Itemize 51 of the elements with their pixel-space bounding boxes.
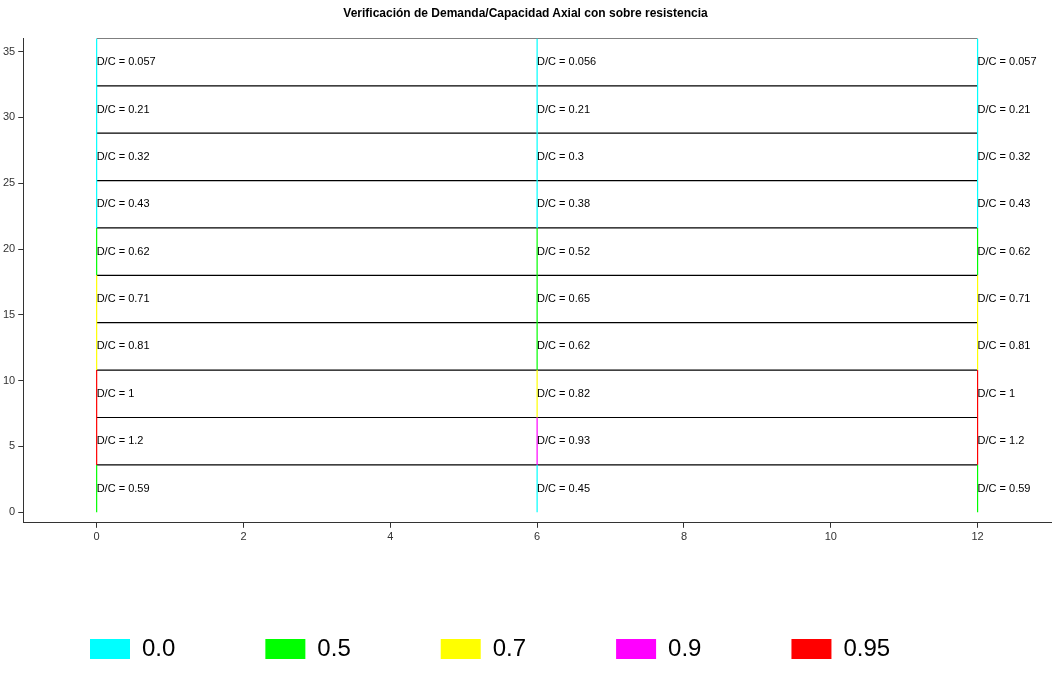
x-tick-label: 10 xyxy=(824,530,837,543)
annotation: D/C = 0.056 xyxy=(537,55,597,68)
x-tick-label: 4 xyxy=(387,530,394,543)
annotation: D/C = 0.21 xyxy=(96,102,150,115)
annotation: D/C = 0.32 xyxy=(96,149,150,162)
x-tick-label: 12 xyxy=(971,530,984,543)
annotation: D/C = 0.71 xyxy=(977,292,1031,305)
annotation: D/C = 0.81 xyxy=(96,339,150,352)
y-tick-label: 25 xyxy=(2,176,16,189)
legend-label: 0.95 xyxy=(843,633,891,661)
annotation: D/C = 0.65 xyxy=(537,292,591,305)
annotation: D/C = 0.82 xyxy=(537,386,591,399)
annotation: D/C = 0.3 xyxy=(537,149,584,162)
annotation: D/C = 0.45 xyxy=(537,481,591,494)
y-tick-label: 35 xyxy=(2,44,16,57)
y-tick-label: 5 xyxy=(9,439,16,452)
x-tick-label: 0 xyxy=(93,530,100,543)
annotation: D/C = 0.81 xyxy=(977,339,1031,352)
annotation: D/C = 0.62 xyxy=(537,339,591,352)
y-tick-label: 20 xyxy=(2,242,16,255)
x-tick-label: 8 xyxy=(680,530,687,543)
annotation: D/C = 0.62 xyxy=(96,244,150,257)
y-tick-label: 30 xyxy=(2,110,16,123)
annotation: D/C = 0.59 xyxy=(977,481,1031,494)
annotation: D/C = 1 xyxy=(96,386,135,399)
annotation: D/C = 0.057 xyxy=(96,55,156,68)
annotation: D/C = 0.59 xyxy=(96,481,150,494)
annotation: D/C = 1 xyxy=(977,386,1016,399)
annotation: D/C = 0.62 xyxy=(977,244,1031,257)
annotation: D/C = 0.21 xyxy=(537,102,591,115)
chart-title: Verificación de Demanda/Capacidad Axial con sobre resistencia xyxy=(343,5,708,20)
annotation: D/C = 0.21 xyxy=(977,102,1031,115)
annotation: D/C = 0.38 xyxy=(537,197,591,210)
annotation: D/C = 1.2 xyxy=(96,434,144,447)
legend-label: 0.7 xyxy=(492,633,527,661)
y-tick-label: 10 xyxy=(2,373,16,386)
x-tick-label: 6 xyxy=(534,530,541,543)
y-tick-label: 15 xyxy=(2,307,16,320)
legend-label: 0.5 xyxy=(317,633,351,661)
annotation: D/C = 0.52 xyxy=(537,244,591,257)
annotation: D/C = 0.71 xyxy=(96,292,150,305)
legend-label: 0.0 xyxy=(142,633,176,661)
y-tick-label: 0 xyxy=(9,505,16,518)
annotation: D/C = 0.43 xyxy=(977,197,1031,210)
annotation: D/C = 0.93 xyxy=(537,434,591,447)
x-tick-label: 2 xyxy=(240,530,247,543)
annotation: D/C = 0.32 xyxy=(977,149,1031,162)
annotation: D/C = 1.2 xyxy=(977,434,1025,447)
legend-label: 0.9 xyxy=(668,633,702,661)
annotation: D/C = 0.43 xyxy=(96,197,150,210)
annotation: D/C = 0.057 xyxy=(977,55,1037,68)
